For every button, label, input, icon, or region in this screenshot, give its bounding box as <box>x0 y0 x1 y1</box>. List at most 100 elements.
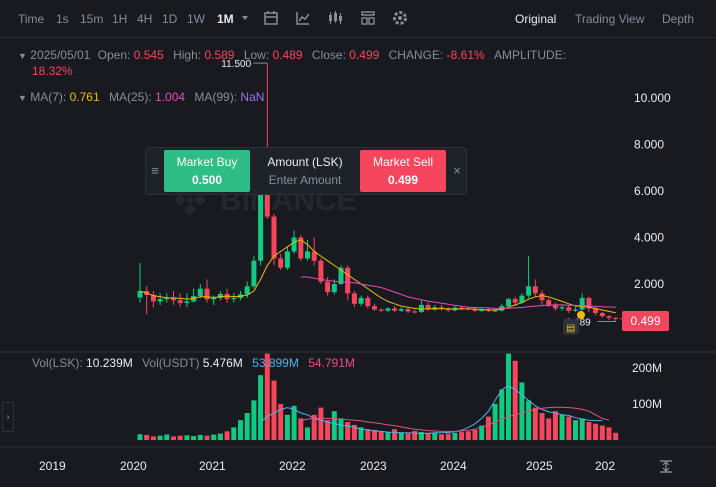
chart-toolbar: Time 1s 15m 1H 4H 1D 1W 1M Original Trad… <box>0 0 716 38</box>
candle-body <box>284 251 290 268</box>
volume-bar <box>452 432 458 440</box>
volume-bar <box>238 420 243 440</box>
ma25-value: 1.004 <box>155 90 186 104</box>
volume-bar <box>439 434 444 440</box>
volume-bar <box>191 436 197 440</box>
volume-bar <box>244 413 250 440</box>
axis-scale-icon[interactable] <box>660 460 672 473</box>
volume-bar <box>291 405 297 440</box>
vol-ma2-value: 54.791M <box>308 356 355 370</box>
layout-icon[interactable] <box>359 9 377 27</box>
candle-body <box>586 297 592 309</box>
interval-1m[interactable]: 1M <box>217 12 234 26</box>
volume-bar <box>546 418 552 440</box>
candle-body <box>472 309 478 311</box>
candle-body <box>211 297 217 300</box>
ohlc-collapse-icon[interactable]: ▼ <box>18 51 27 61</box>
interval-15m[interactable]: 15m <box>80 12 104 26</box>
interval-1s[interactable]: 1s <box>56 12 69 26</box>
ohlc-date: 2025/05/01 <box>30 48 91 62</box>
candle-body <box>526 286 532 296</box>
volume-bar <box>378 431 384 440</box>
candle-body <box>244 286 250 295</box>
volume-bar <box>311 414 317 440</box>
volume-bar <box>539 413 545 440</box>
volume-bar <box>351 424 357 440</box>
interval-1h[interactable]: 1H <box>112 12 128 26</box>
close-icon[interactable]: × <box>453 163 461 178</box>
indicator-icon[interactable] <box>294 9 312 27</box>
candle-body <box>171 297 176 301</box>
volume-bar <box>512 360 518 440</box>
calendar-icon[interactable] <box>262 9 280 27</box>
candle-body <box>251 260 257 287</box>
ma7-line <box>139 239 616 314</box>
time-tick-label: 2019 <box>39 459 66 473</box>
ma-collapse-icon[interactable]: ▼ <box>18 93 27 103</box>
candle-body <box>325 281 331 293</box>
candle-body <box>204 288 210 300</box>
change-label: CHANGE: <box>388 48 444 62</box>
view-trading-view[interactable]: Trading View <box>575 12 645 26</box>
candle-body <box>372 306 377 310</box>
volume-bar <box>506 353 511 440</box>
candle-body <box>506 299 511 307</box>
interval-dropdown-icon[interactable] <box>236 9 254 27</box>
volume-tick-label: 100M <box>632 397 662 411</box>
candle-body <box>271 216 277 259</box>
volume-bar <box>365 429 371 440</box>
settings-icon[interactable] <box>391 9 409 27</box>
ma25-label: MA(25): <box>108 90 152 104</box>
high-label: High: <box>173 48 202 62</box>
view-depth[interactable]: Depth <box>662 12 695 26</box>
drag-handle-icon[interactable]: ≡ <box>151 163 159 178</box>
candle-body <box>405 309 411 312</box>
vol-ma1-value: 53.899M <box>252 356 299 370</box>
price-tick-label: 8.000 <box>634 138 664 152</box>
interval-1d[interactable]: 1D <box>162 12 178 26</box>
candle-type-icon[interactable] <box>326 9 344 27</box>
time-axis: 2019 2020 2021 2022 2023 2024 2025 202 <box>39 459 615 473</box>
volume-bar <box>499 389 505 440</box>
candle-body <box>445 308 451 311</box>
vol-usdt-label: Vol(USDT) <box>142 356 200 370</box>
market-sell-label: Market Sell <box>372 155 434 169</box>
candle-body <box>539 293 545 301</box>
volume-bar <box>573 420 578 440</box>
volume-bar <box>211 434 217 440</box>
volume-bar <box>432 432 438 440</box>
price-markers: 11.5000.389▤ <box>221 59 622 335</box>
candle-body <box>338 267 344 284</box>
volume-bar <box>331 411 337 440</box>
ma-info: ▼ MA(7): 0.761 MA(25): 1.004 MA(99): NaN <box>18 90 264 104</box>
volume-bar <box>184 435 190 440</box>
candle-body <box>412 311 418 313</box>
candle-body <box>150 294 156 302</box>
volume-bar <box>425 433 431 440</box>
market-sell-button[interactable]: Market Sell 0.499 <box>360 150 446 192</box>
volume-bar <box>150 436 156 440</box>
panel-expand-button[interactable]: › <box>2 402 14 432</box>
low-value: 0.489 <box>272 48 303 62</box>
candle-body <box>177 300 183 304</box>
candle-body <box>392 308 398 311</box>
volume-bar <box>579 418 585 440</box>
volume-bar <box>251 400 257 440</box>
amplitude-value: 18.32% <box>32 64 73 78</box>
volume-bar <box>418 432 424 440</box>
time-tick-label: 2020 <box>120 459 147 473</box>
candle-body <box>613 317 619 319</box>
candle-body <box>579 297 585 310</box>
interval-time[interactable]: Time <box>18 12 45 26</box>
change-value: -8.61% <box>446 48 485 62</box>
market-buy-button[interactable]: Market Buy 0.500 <box>164 150 250 192</box>
view-original[interactable]: Original <box>515 12 557 26</box>
volume-bar <box>298 418 304 440</box>
time-tick-label: 2025 <box>526 459 553 473</box>
interval-1w[interactable]: 1W <box>187 12 205 26</box>
interval-4h[interactable]: 4H <box>137 12 153 26</box>
volume-bar <box>552 411 558 440</box>
amount-input[interactable] <box>257 173 353 187</box>
volume-bar <box>566 416 572 440</box>
